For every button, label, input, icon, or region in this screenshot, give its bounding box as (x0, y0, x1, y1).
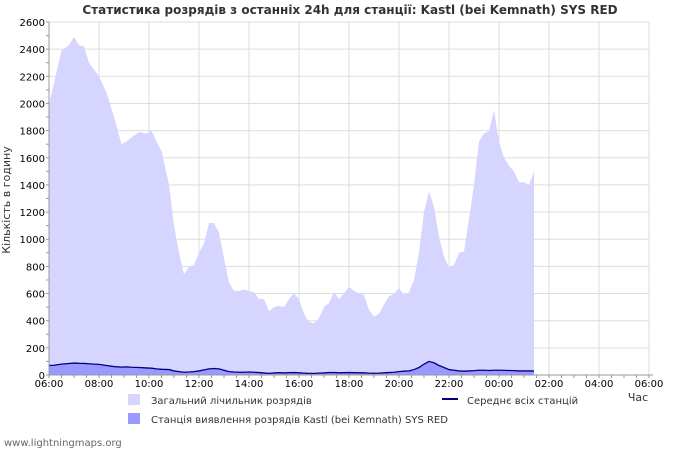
x-tick-label: 04:00 (585, 379, 614, 390)
x-tick-label: 22:00 (435, 379, 464, 390)
x-tick-label: 20:00 (385, 379, 414, 390)
y-tick-label: 1200 (20, 208, 45, 219)
legend-label-total: Загальний лічильник розрядів (151, 395, 312, 407)
y-tick-label: 200 (26, 344, 45, 355)
y-tick-label: 1800 (20, 127, 45, 138)
x-tick-label: 16:00 (285, 379, 314, 390)
y-tick-label: 0 (39, 371, 45, 382)
series-average-line (48, 360, 534, 375)
footer-source: www.lightningmaps.org (4, 438, 122, 449)
x-axis-ticks: 06:00 08:00 10:00 12:00 14:00 16:00 18:00 20:00… (35, 379, 664, 390)
plot-area (48, 36, 534, 376)
y-tick-label: 2000 (20, 99, 45, 110)
x-tick-label: 06:00 (635, 379, 664, 390)
legend-label-station: Станція виявлення розрядів Kastl (bei Ke… (151, 414, 448, 426)
axes (46, 21, 653, 378)
chart-title: Статистика розрядів з останніх 24h для с… (82, 3, 617, 17)
series-total-area (49, 36, 534, 376)
legend-swatch-total (128, 394, 140, 405)
y-tick-label: 1600 (20, 154, 45, 165)
x-tick-label: 18:00 (335, 379, 364, 390)
y-axis-label: Кількість в годину (0, 146, 13, 254)
x-tick-label: 06:00 (35, 379, 64, 390)
y-tick-label: 600 (26, 290, 45, 301)
legend-swatch-station (128, 413, 140, 424)
x-axis-label: Час (628, 391, 648, 404)
y-tick-label: 1000 (20, 235, 45, 246)
y-tick-label: 2600 (20, 18, 45, 29)
y-tick-label: 1400 (20, 181, 45, 192)
x-tick-label: 02:00 (535, 379, 564, 390)
y-tick-label: 2400 (20, 45, 45, 56)
legend-label-average: Середнє всіх станцій (467, 395, 578, 407)
y-tick-label: 400 (26, 317, 45, 328)
x-tick-label: 00:00 (485, 379, 514, 390)
y-axis-ticks: 0 200 400 600 800 1000 1200 1400 1600 1800 2000 220… (20, 18, 45, 382)
legend: Загальний лічильник розрядів Станція вия… (128, 394, 578, 426)
x-tick-label: 08:00 (85, 379, 114, 390)
x-tick-label: 14:00 (235, 379, 264, 390)
y-tick-label: 2200 (20, 72, 45, 83)
x-tick-label: 12:00 (185, 379, 214, 390)
series-station-area (49, 361, 534, 375)
x-tick-label: 10:00 (135, 379, 164, 390)
y-tick-label: 800 (26, 262, 45, 273)
